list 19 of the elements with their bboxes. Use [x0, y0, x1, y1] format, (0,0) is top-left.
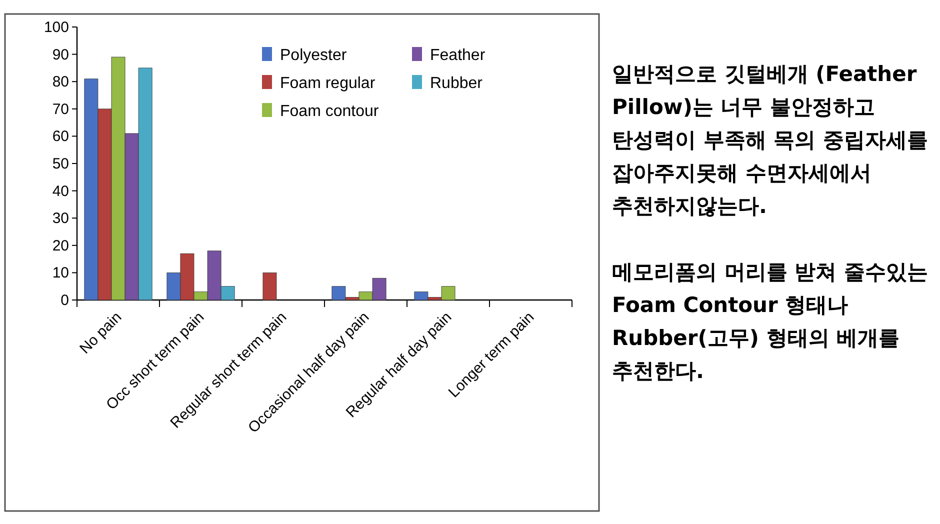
y-tick-label: 10: [52, 264, 69, 282]
y-tick-label: 20: [52, 237, 69, 254]
y-tick-label: 0: [60, 292, 69, 309]
legend-label: Feather: [430, 47, 486, 64]
legend-label: Rubber: [430, 75, 484, 92]
text: 일반적으로 깃털베개 (Feather Pillow)는 너무 불안정하고 탄성력이 부족해 목의 중립자세를 잡아주지못해 수면자세에서 추천하지않는다.: [612, 61, 929, 220]
legend-label: Foam contour: [280, 103, 380, 120]
y-tick-label: 60: [52, 128, 69, 146]
legend-label: Foam regular: [280, 75, 376, 92]
legend-label: Polyester: [280, 47, 348, 64]
text: 메모리폼의 머리를 받쳐 줄수있는 Foam Contour 형태나 Rubber(고무) 형태의 베개를 추천한다.: [612, 259, 929, 385]
y-tick-label: 40: [52, 182, 69, 200]
bar: [262, 272, 277, 300]
y-tick-label: 30: [52, 210, 69, 228]
y-tick-label: 90: [52, 46, 69, 64]
y-tick-label: 80: [52, 74, 69, 91]
y-tick-label: 100: [44, 19, 69, 36]
y-tick-label: 50: [52, 156, 69, 172]
y-tick-label: 70: [52, 100, 69, 118]
